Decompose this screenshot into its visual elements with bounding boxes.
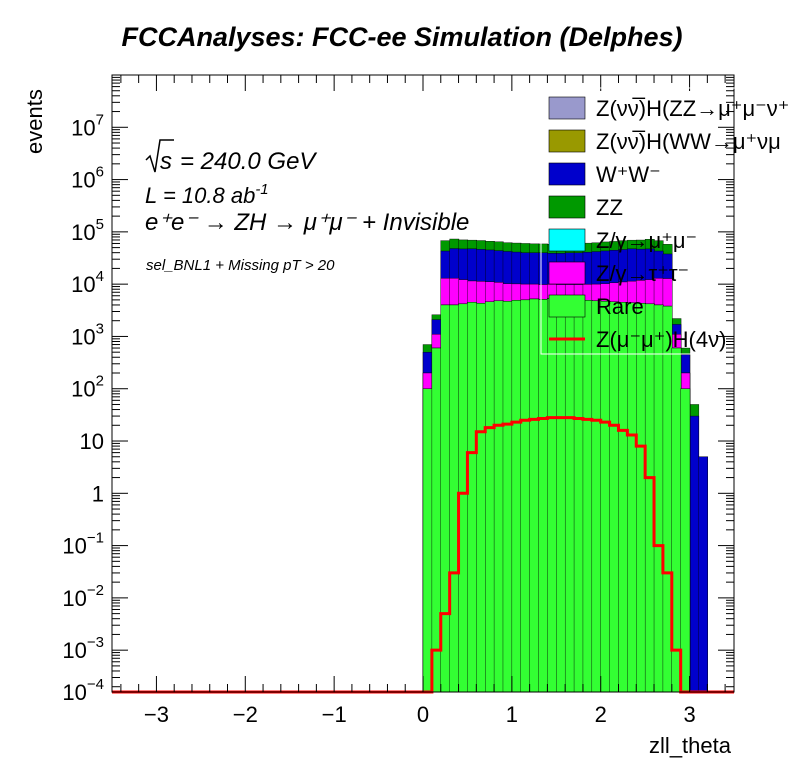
- bar-rare-0: [422, 388, 433, 693]
- legend: Z(νν̅)H(ZZ→μ⁺μ⁻ν⁺ Z(νν̅)H(WW→μ⁺νμ W⁺W⁻ ZZ Z/…: [540, 87, 796, 355]
- legend-label: W⁺W⁻: [596, 162, 661, 187]
- x-tick-label: −3: [144, 702, 169, 727]
- legend-label: Rare: [596, 294, 644, 319]
- legend-label: Z(μ⁻μ⁺)H(4ν): [596, 327, 726, 352]
- x-axis-label: zll_theta: [649, 733, 732, 758]
- sqrt-s-value: = 240.0 GeV: [180, 148, 317, 175]
- bar-rare-7: [485, 301, 495, 693]
- y-tick-label: 104: [71, 268, 104, 297]
- x-tick-label: 1: [506, 702, 518, 727]
- legend-swatch: [548, 129, 586, 153]
- legend-swatch: [548, 195, 586, 219]
- sqrt-sign-icon: [145, 139, 174, 173]
- y-tick-label: 10: [80, 429, 104, 454]
- bar-rare-5: [467, 302, 477, 693]
- y-tick-label: 10−1: [62, 530, 104, 559]
- x-tick-label: 3: [683, 702, 695, 727]
- legend-label: Z/γ→τ⁺τ⁻: [596, 261, 689, 286]
- chart-title: FCCAnalyses: FCC-ee Simulation (Delphes): [121, 22, 682, 52]
- legend-label: ZZ: [596, 195, 623, 220]
- legend-swatch: [548, 261, 586, 285]
- x-tick-label: 0: [417, 702, 429, 727]
- y-tick-label: 105: [71, 216, 104, 245]
- bar-rare-29: [680, 388, 691, 693]
- legend-swatch: [548, 228, 586, 252]
- x-axis-ticks: −3 −2 −1 0 1 2 3: [120, 75, 726, 727]
- x-tick-label: −1: [322, 702, 347, 727]
- bar-rare-16: [564, 299, 575, 693]
- bar-rare-14: [547, 298, 557, 693]
- y-tick-label: 1: [92, 481, 104, 506]
- y-tick-label: 10−4: [62, 676, 104, 705]
- bar-rare-12: [529, 298, 540, 693]
- process-annotation: e⁺e⁻ → ZH → μ⁺μ⁻ + Invisible: [145, 209, 469, 236]
- bar-w-w-30: [689, 415, 700, 693]
- legend-swatch: [548, 162, 586, 186]
- sqrt-s-annotation: s = 240.0 GeV: [145, 139, 317, 175]
- legend-label: Z/γ→μ⁺μ⁻: [596, 228, 697, 253]
- bar-rare-10: [511, 300, 522, 693]
- legend-swatch: [548, 294, 586, 318]
- bar-rare-22: [618, 302, 628, 693]
- bar-rare-18: [582, 300, 593, 693]
- x-tick-label: −2: [233, 702, 258, 727]
- legend-box: [540, 87, 796, 355]
- selection-annotation: sel_BNL1 + Missing pT > 20: [146, 257, 335, 274]
- bar-w-w-31: [698, 456, 708, 693]
- y-tick-label: 103: [71, 320, 104, 349]
- bar-rare-15: [556, 298, 566, 693]
- bar-rare-17: [573, 299, 584, 693]
- bar-rare-9: [502, 301, 513, 693]
- bar-rare-6: [476, 303, 486, 693]
- y-tick-label: 10−3: [62, 634, 104, 663]
- lumi-annotation: L = 10.8 ab-1: [145, 181, 269, 208]
- lumi-exponent: -1: [255, 181, 268, 198]
- sqrt-s-symbol: s: [160, 148, 172, 175]
- y-axis-ticks: 10−4 10−3 10−2 10−1 1 10 102 103 104 105 106 107: [62, 74, 734, 705]
- bar-rare-13: [538, 299, 548, 693]
- lumi-text: L = 10.8 ab: [145, 183, 255, 208]
- bar-rare-21: [609, 301, 620, 693]
- legend-swatch: [548, 96, 586, 120]
- bar-rare-11: [520, 299, 531, 693]
- y-tick-label: 106: [71, 164, 104, 193]
- y-axis-label: events: [22, 89, 47, 154]
- y-tick-label: 107: [71, 111, 104, 140]
- legend-label: Z(νν̅)H(ZZ→μ⁺μ⁻ν⁺: [596, 96, 789, 121]
- y-tick-label: 102: [71, 373, 104, 402]
- signal-line: [112, 416, 734, 694]
- bar-rare-19: [591, 300, 602, 693]
- legend-label: Z(νν̅)H(WW→μ⁺νμ: [596, 129, 781, 154]
- bar-rare-24: [636, 303, 646, 693]
- x-tick-label: 2: [595, 702, 607, 727]
- bar-rare-20: [600, 301, 611, 693]
- y-tick-label: 10−2: [62, 582, 104, 611]
- bar-rare-23: [627, 302, 637, 693]
- bar-rare-8: [493, 300, 504, 693]
